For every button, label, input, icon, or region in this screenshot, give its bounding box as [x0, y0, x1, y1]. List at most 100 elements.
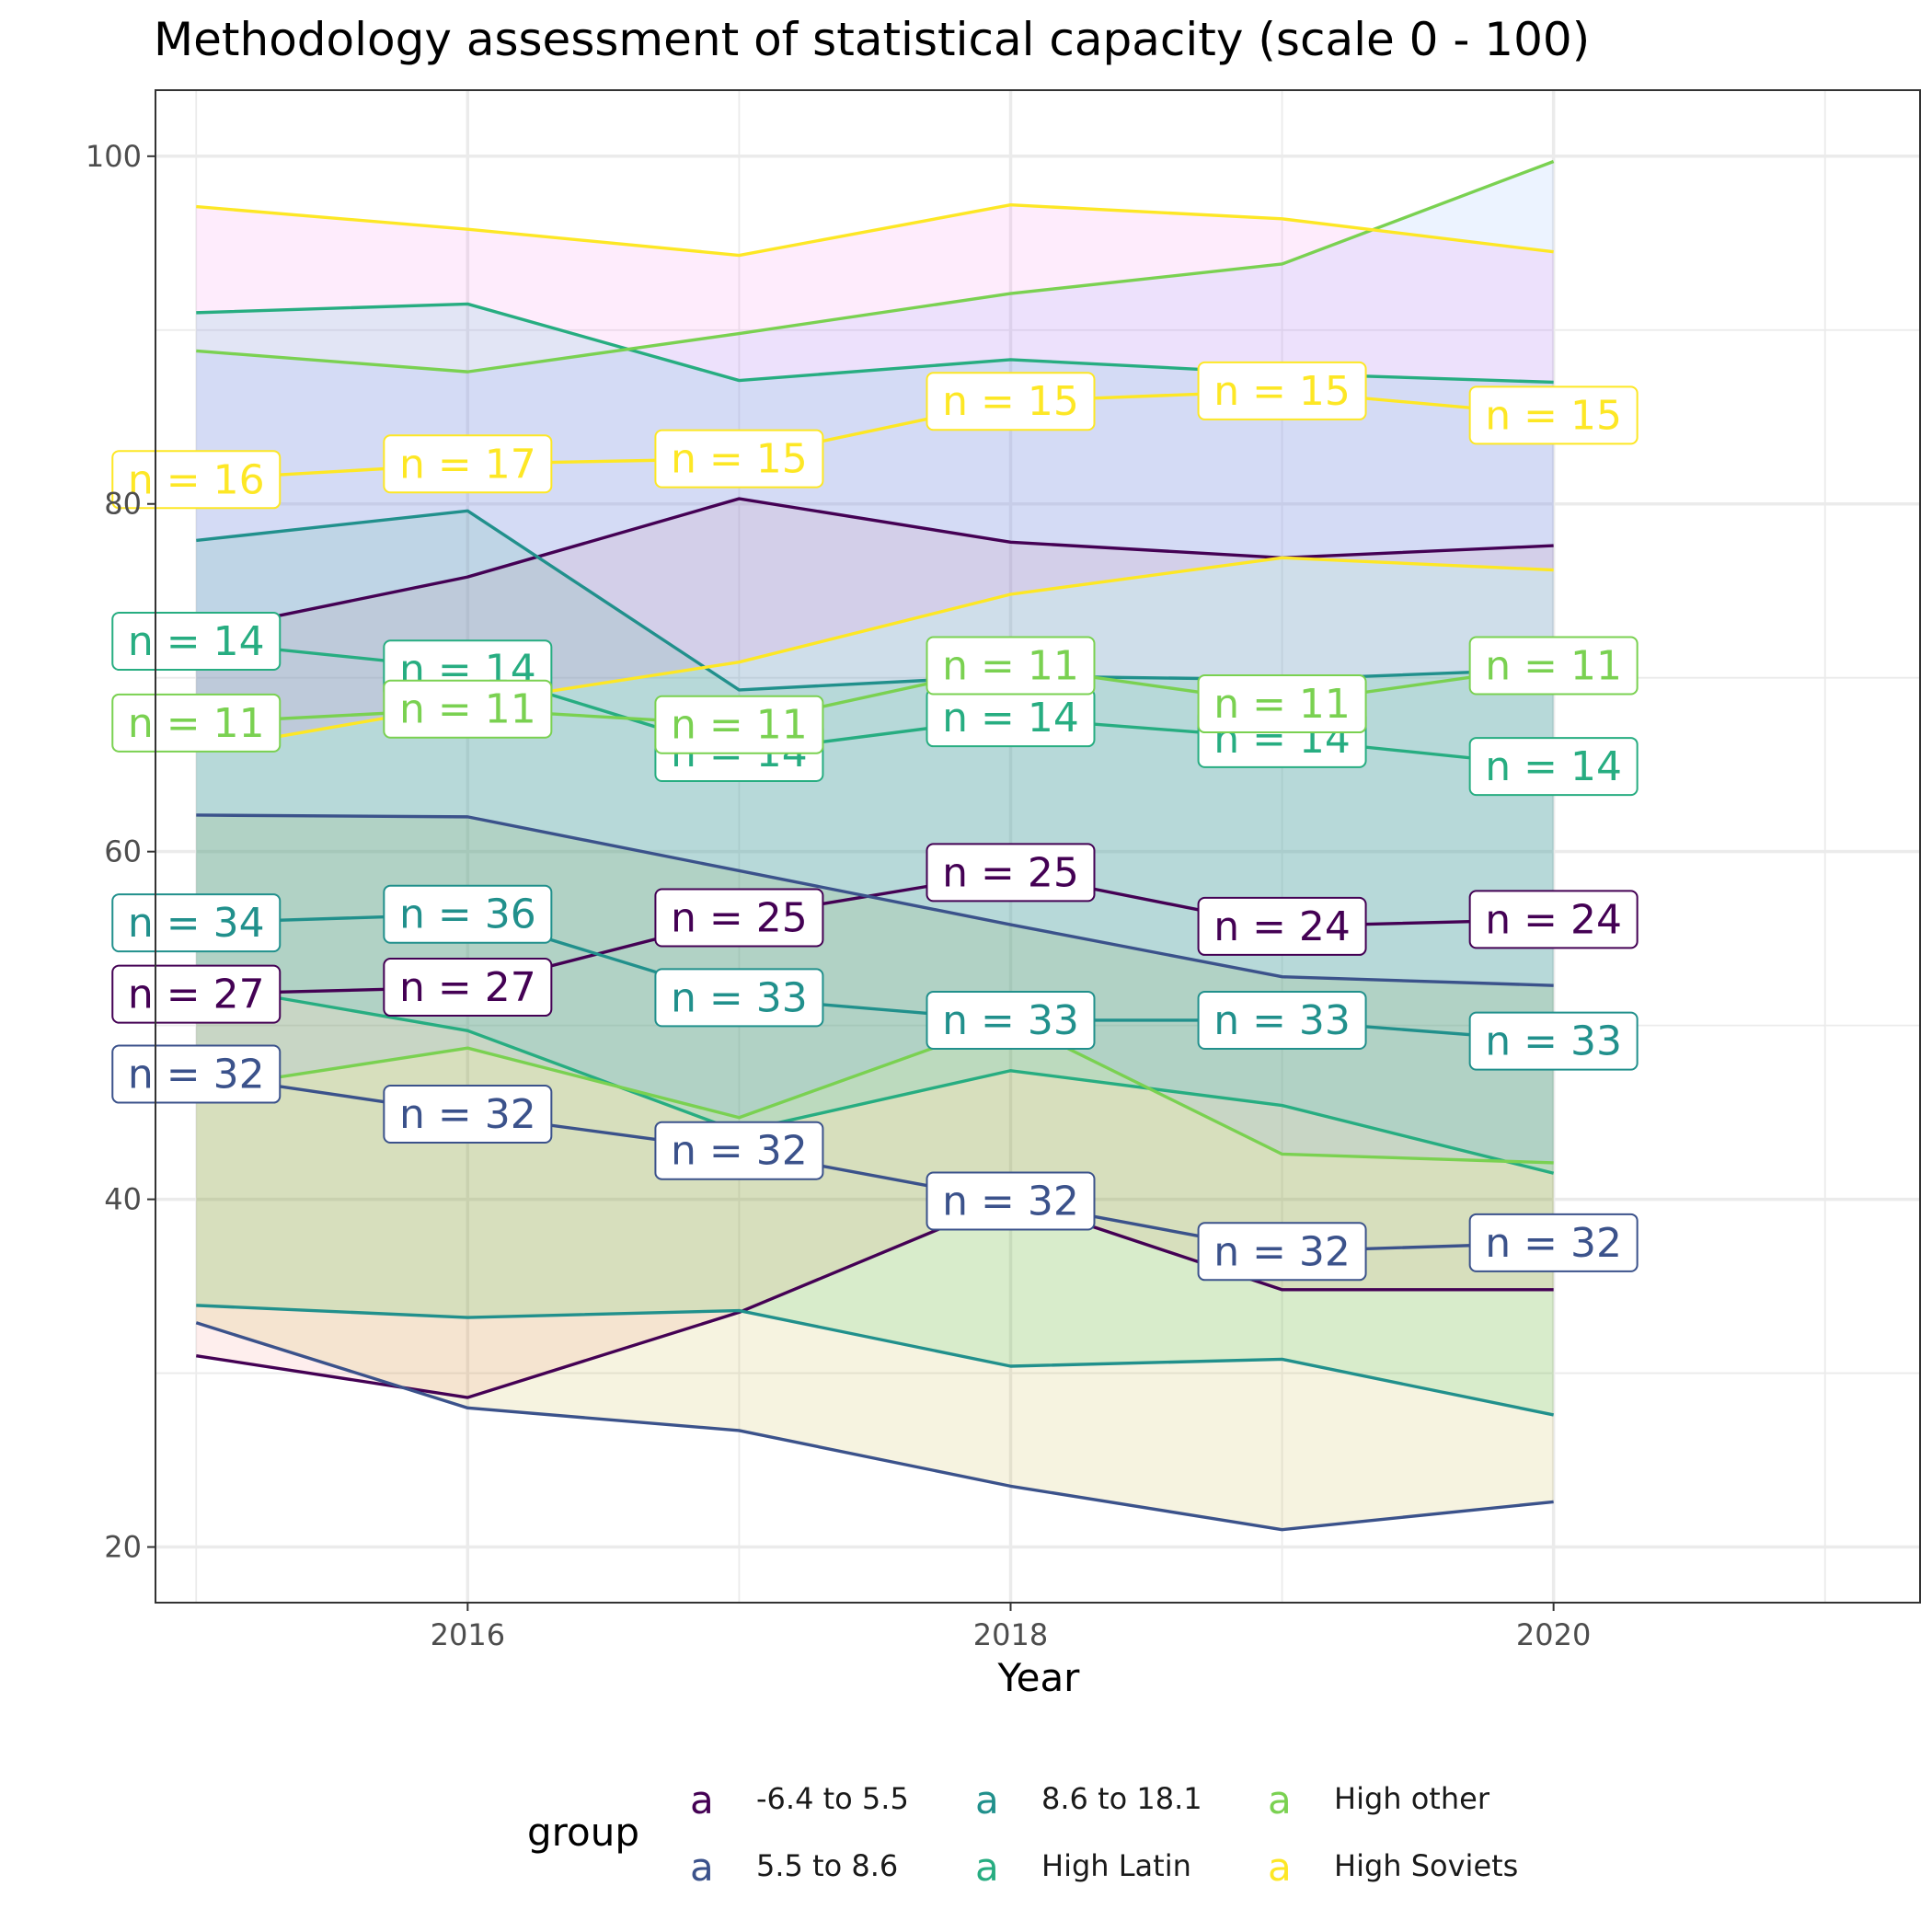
series-lower-line-1 — [195, 1321, 1554, 1532]
legend-item: a High other — [1268, 1777, 1490, 1823]
count-label: n = 11 — [654, 695, 824, 754]
count-label: n = 32 — [1197, 1222, 1367, 1282]
count-label-text: n = 11 — [942, 642, 1079, 689]
count-label-text: n = 34 — [128, 900, 265, 947]
count-label-text: n = 24 — [1213, 903, 1351, 950]
count-label-text: n = 32 — [399, 1091, 536, 1138]
count-label-box — [1468, 737, 1639, 797]
count-label-box — [926, 1171, 1096, 1231]
count-label-text: n = 27 — [128, 972, 265, 1018]
count-label-box — [926, 636, 1096, 696]
count-label-box — [1468, 385, 1639, 445]
x-tick-label: 2020 — [1516, 1617, 1591, 1652]
count-label-box — [654, 968, 824, 1028]
count-label: n = 11 — [1197, 674, 1367, 734]
legend-item: a High Soviets — [1268, 1845, 1518, 1890]
legend-key: a — [975, 1777, 999, 1823]
legend-key: a — [690, 1777, 714, 1823]
count-label-box — [926, 990, 1096, 1050]
legend-key: a — [975, 1845, 999, 1890]
legend-item: a -6.4 to 5.5 — [690, 1777, 909, 1823]
plot-border — [155, 89, 1921, 1604]
count-label-box — [111, 612, 282, 672]
legend-key: a — [1268, 1777, 1292, 1823]
y-tick-label: 20 — [104, 1530, 142, 1565]
count-label-box — [111, 450, 282, 510]
count-label: n = 32 — [654, 1121, 824, 1180]
count-label-text: n = 25 — [942, 849, 1079, 896]
count-label: n = 24 — [1468, 890, 1639, 949]
count-label-box — [1468, 636, 1639, 696]
count-label-box — [926, 843, 1096, 903]
count-label-text: n = 15 — [942, 378, 1079, 425]
count-label-text: n = 15 — [1213, 368, 1351, 415]
count-label: n = 15 — [1468, 385, 1639, 445]
count-label-text: n = 32 — [1213, 1228, 1351, 1275]
count-label-box — [111, 1044, 282, 1104]
count-label: n = 15 — [654, 429, 824, 489]
count-label-box — [111, 893, 282, 953]
y-tick-label: 100 — [86, 139, 142, 174]
count-label: n = 11 — [383, 679, 553, 739]
count-label: n = 33 — [926, 990, 1096, 1050]
count-label: n = 11 — [1468, 636, 1639, 696]
x-tick-label: 2018 — [973, 1617, 1048, 1652]
count-label: n = 17 — [383, 434, 553, 494]
legend-key: a — [1268, 1845, 1292, 1890]
count-label-text: n = 33 — [1485, 1018, 1622, 1065]
count-label-text: n = 11 — [671, 702, 808, 749]
count-label: n = 32 — [383, 1085, 553, 1144]
series-lower-line-4 — [196, 1018, 1554, 1165]
series-upper-line-1 — [196, 813, 1554, 987]
count-label-text: n = 11 — [399, 686, 536, 733]
legend-label: High other — [1334, 1781, 1490, 1816]
x-axis-title: Year — [997, 1655, 1081, 1700]
y-tick-label: 40 — [104, 1182, 142, 1217]
count-label-box — [111, 964, 282, 1024]
chart-title: Methodology assessment of statistical ca… — [154, 13, 1590, 66]
count-label: n = 15 — [1197, 361, 1367, 420]
count-label-box — [1468, 1213, 1639, 1272]
count-label-text: n = 25 — [671, 894, 808, 941]
count-label-text: n = 14 — [942, 695, 1079, 742]
count-label-text: n = 11 — [1213, 681, 1351, 728]
legend-label: High Latin — [1041, 1848, 1191, 1883]
count-label-text: n = 33 — [671, 974, 808, 1021]
count-label-box — [383, 884, 553, 944]
legend-label: High Soviets — [1334, 1848, 1518, 1883]
count-label: n = 33 — [654, 968, 824, 1028]
count-label-text: n = 27 — [399, 964, 536, 1011]
count-label-box — [383, 958, 553, 1018]
count-label-text: n = 11 — [1485, 642, 1622, 689]
count-label: n = 32 — [111, 1044, 282, 1104]
count-label: n = 24 — [1197, 896, 1367, 956]
count-label-box — [1197, 361, 1367, 420]
legend-item: a 8.6 to 18.1 — [975, 1777, 1202, 1823]
count-label: n = 11 — [926, 636, 1096, 696]
axes: 20 40 60 80 100 2016 2018 2020 — [86, 139, 1591, 1652]
count-label: n = 11 — [111, 693, 282, 753]
y-tick-label: 60 — [104, 834, 142, 869]
series-upper-line-5 — [196, 203, 1554, 258]
legend-label: 5.5 to 8.6 — [756, 1848, 898, 1883]
legend-label: 8.6 to 18.1 — [1041, 1781, 1202, 1816]
count-label-text: n = 33 — [1213, 997, 1351, 1044]
count-label-box — [926, 372, 1096, 431]
count-label-box — [654, 695, 824, 754]
series-upper-line-4 — [196, 159, 1555, 374]
count-label: n = 33 — [1468, 1011, 1639, 1071]
count-label-text: n = 11 — [128, 700, 265, 747]
count-label-text: n = 15 — [671, 436, 808, 483]
legend-item: a 5.5 to 8.6 — [690, 1845, 898, 1890]
count-label: n = 34 — [111, 893, 282, 953]
count-label-box — [1197, 896, 1367, 956]
count-label: n = 14 — [111, 612, 282, 672]
count-label-box — [383, 1085, 553, 1144]
legend-label: -6.4 to 5.5 — [756, 1781, 909, 1816]
y-tick-label: 80 — [104, 487, 142, 522]
count-label-text: n = 33 — [942, 997, 1079, 1044]
count-label-box — [1197, 1222, 1367, 1282]
count-label-box — [111, 693, 282, 753]
count-label-text: n = 32 — [128, 1052, 265, 1098]
count-label-text: n = 15 — [1485, 392, 1622, 439]
